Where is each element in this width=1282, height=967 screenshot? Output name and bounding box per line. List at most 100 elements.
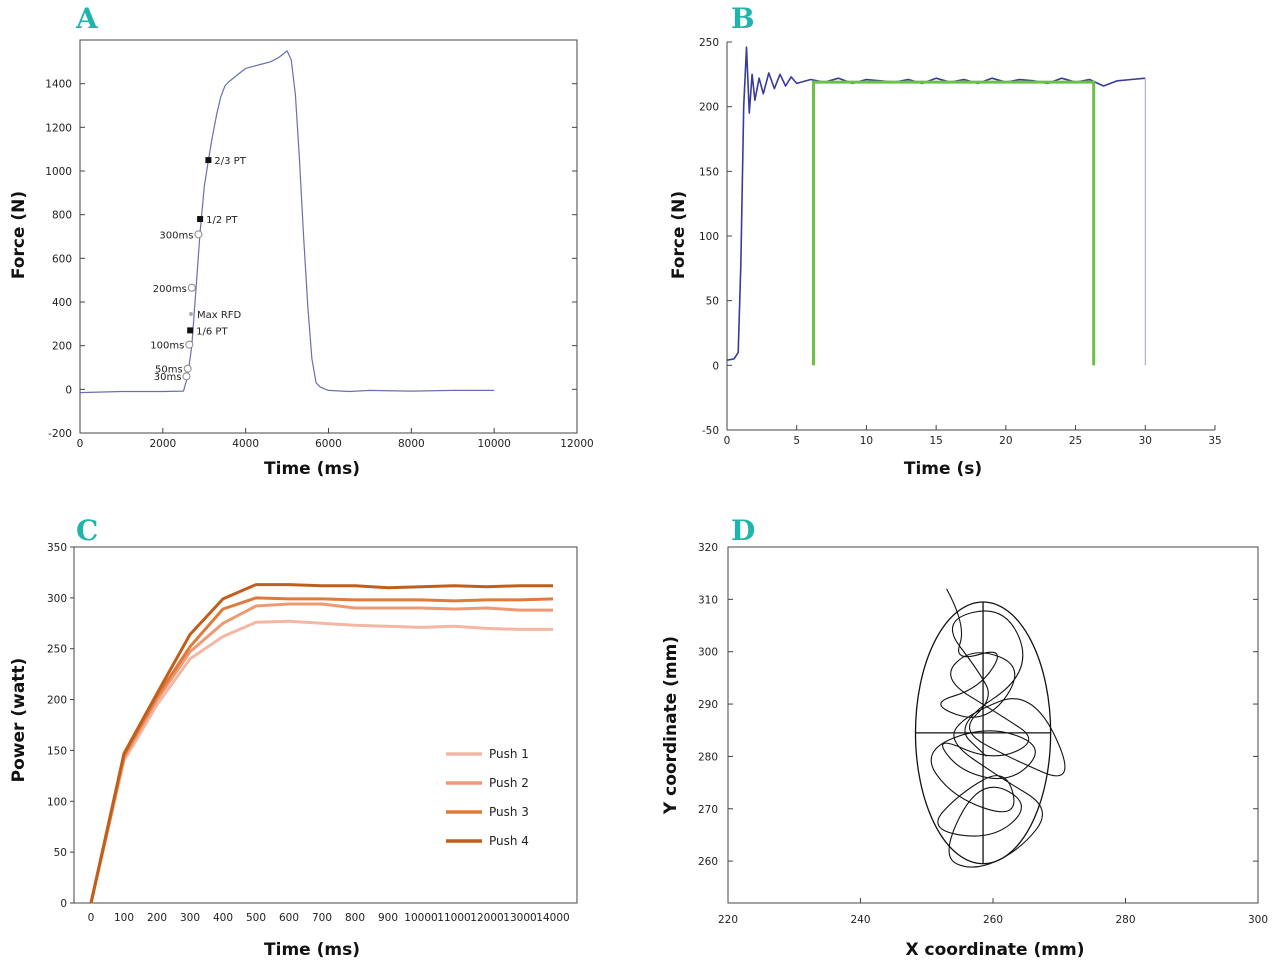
x-tick-label-b: 20: [999, 435, 1012, 447]
x-tick-label-a: 12000: [560, 438, 593, 450]
x-tick-label-a: 2000: [149, 438, 176, 450]
plot-frame-c: [73, 546, 578, 904]
y-tick-label-c: 0: [60, 898, 67, 910]
x-tick-label-c: 10000: [404, 912, 437, 924]
marker-open-a: [183, 364, 192, 373]
series-line-c: [89, 602, 553, 904]
series-line-a: [79, 50, 495, 394]
xlabel-d: X coordinate (mm): [906, 940, 1085, 960]
x-tick-label-d: 280: [1115, 914, 1135, 926]
annotation-label-a: 300ms: [159, 230, 193, 241]
y-tick-label-a: 1400: [45, 79, 72, 91]
panel-label-a: A: [75, 2, 99, 35]
series-line-c: [89, 619, 553, 904]
x-tick-label-c: 900: [378, 912, 398, 924]
marker-filled-a: [205, 157, 212, 164]
x-tick-label-b: 15: [929, 435, 942, 447]
x-tick-label-c: 13000: [503, 912, 536, 924]
ylabel-c: Power (watt): [9, 658, 29, 783]
y-tick-label-b: 250: [699, 37, 719, 49]
y-tick-label-c: 50: [54, 847, 67, 859]
y-tick-label-a: -200: [48, 428, 72, 440]
y-tick-label-c: 150: [47, 745, 67, 757]
y-tick-label-c: 100: [47, 796, 67, 808]
series-line-b: [726, 46, 1146, 361]
x-tick-label-c: 200: [147, 912, 167, 924]
marker-dot-a: [188, 312, 193, 317]
annotation-label-a: 30ms: [154, 372, 182, 383]
y-tick-label-a: 1200: [45, 122, 72, 134]
y-tick-label-d: 280: [698, 751, 718, 763]
annotation-label-a: 200ms: [153, 284, 187, 295]
marker-open-a: [194, 230, 203, 239]
annotation-label-a: 2/3 PT: [214, 156, 246, 167]
y-tick-label-a: 0: [65, 384, 72, 396]
x-tick-label-d: 300: [1248, 914, 1268, 926]
x-tick-label-c: 0: [88, 912, 95, 924]
marker-filled-a: [187, 327, 194, 334]
y-tick-label-c: 350: [47, 542, 67, 554]
y-tick-label-a: 800: [52, 210, 72, 222]
ylabel-a: Force (N): [9, 191, 29, 279]
x-tick-label-a: 6000: [315, 438, 342, 450]
y-tick-label-a: 600: [52, 253, 72, 265]
x-tick-label-a: 10000: [477, 438, 510, 450]
x-tick-label-c: 800: [345, 912, 365, 924]
x-tick-label-c: 12000: [470, 912, 503, 924]
annotation-label-a: 100ms: [150, 341, 184, 352]
x-tick-label-c: 700: [312, 912, 332, 924]
x-tick-label-b: 10: [860, 435, 873, 447]
y-tick-label-d: 310: [698, 594, 718, 606]
y-tick-label-d: 260: [698, 856, 718, 868]
panel-label-d: D: [731, 514, 755, 547]
x-tick-label-a: 4000: [232, 438, 259, 450]
x-tick-label-d: 220: [718, 914, 738, 926]
y-tick-label-d: 300: [698, 647, 718, 659]
x-tick-label-b: 5: [793, 435, 800, 447]
y-tick-label-b: 100: [699, 231, 719, 243]
xlabel-b: Time (s): [904, 459, 982, 479]
legend-label-c: Push 3: [489, 805, 529, 819]
x-tick-label-c: 400: [213, 912, 233, 924]
marker-open-a: [185, 340, 194, 349]
y-tick-label-d: 320: [698, 542, 718, 554]
x-tick-label-c: 100: [114, 912, 134, 924]
y-tick-label-b: -50: [702, 425, 719, 437]
marker-open-a: [187, 283, 196, 292]
x-tick-label-a: 8000: [398, 438, 425, 450]
x-tick-label-c: 500: [246, 912, 266, 924]
y-tick-label-c: 300: [47, 593, 67, 605]
annotation-label-a: 1/6 PT: [196, 326, 228, 337]
x-tick-label-c: 11000: [437, 912, 470, 924]
y-tick-label-a: 200: [52, 341, 72, 353]
x-tick-label-a: 0: [77, 438, 84, 450]
legend-label-c: Push 4: [489, 834, 529, 848]
y-tick-label-b: 50: [706, 296, 719, 308]
y-tick-label-a: 400: [52, 297, 72, 309]
y-tick-label-b: 150: [699, 166, 719, 178]
series-line-c: [89, 596, 554, 904]
annotation-label-a: 50ms: [155, 365, 183, 376]
x-tick-label-b: 0: [724, 435, 731, 447]
y-tick-label-c: 250: [47, 644, 67, 656]
x-tick-label-c: 14000: [536, 912, 569, 924]
legend-label-c: Push 2: [489, 776, 529, 790]
marker-open-a: [182, 372, 191, 381]
xlabel-c: Time (ms): [264, 940, 360, 960]
y-tick-label-d: 270: [698, 804, 718, 816]
analysis-window-b: [811, 80, 1096, 366]
marker-filled-a: [197, 216, 204, 223]
series-line-c: [89, 583, 553, 904]
ylabel-b: Force (N): [669, 191, 689, 279]
annotation-label-a: 1/2 PT: [206, 215, 238, 226]
x-tick-label-d: 260: [983, 914, 1003, 926]
y-tick-label-b: 0: [712, 360, 719, 372]
panel-label-b: B: [731, 2, 755, 35]
x-tick-label-c: 300: [180, 912, 200, 924]
panel-label-c: C: [76, 514, 98, 547]
x-tick-label-b: 30: [1139, 435, 1152, 447]
x-tick-label-c: 600: [279, 912, 299, 924]
y-tick-label-a: 1000: [45, 166, 72, 178]
x-tick-label-b: 35: [1208, 435, 1221, 447]
